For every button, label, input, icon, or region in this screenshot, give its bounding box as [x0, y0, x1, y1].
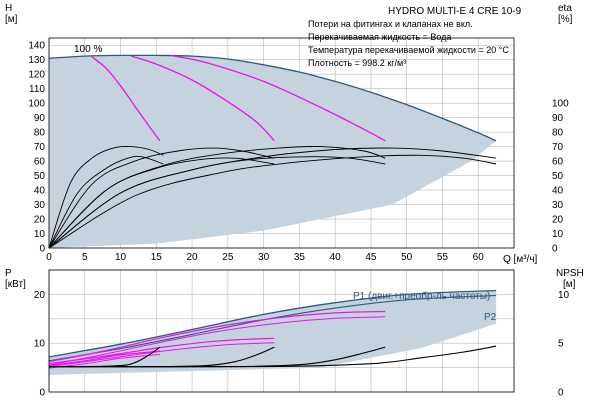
power-axis-label: P [5, 268, 12, 279]
info-line-temperature: Температура перекачиваемой жидкости = 20… [308, 45, 509, 55]
flow-tick-label: 0 [46, 252, 52, 263]
eta-tick-label: 20 [552, 215, 564, 226]
npsh-tick-label: 10 [558, 290, 570, 301]
speed-curve-3 [170, 54, 386, 142]
head-envelope-curve [48, 54, 497, 142]
eta-tick-label: 30 [552, 200, 564, 211]
info-line-density: Плотность = 998.2 кг/м³ [308, 58, 406, 68]
efficiency-curve-1 [48, 146, 164, 249]
power-operating-area [49, 290, 497, 375]
flow-tick-label: 20 [187, 252, 199, 263]
head-tick-label: 60 [34, 157, 46, 168]
eta-tick-label: 10 [552, 229, 564, 240]
p1-curve [48, 289, 497, 358]
npsh-tick-label: 5 [558, 339, 564, 350]
head-tick-label: 50 [34, 171, 46, 182]
head-axis-label: H [5, 3, 12, 14]
head-tick-label: 90 [34, 113, 46, 124]
efficiency-curve-5 [48, 146, 386, 249]
eta-axis-label: eta [558, 3, 572, 14]
info-line-liquid: Перекачиваемая жидкость = Вода [308, 32, 451, 42]
head-tick-label: 100 [28, 99, 45, 110]
eta-tick-label: 0 [552, 244, 558, 255]
p1-speed-curve-3 [48, 350, 160, 367]
eta-tick-label: 70 [552, 142, 564, 153]
npsh-tick-label: 0 [558, 388, 564, 399]
head-tick-label: 70 [34, 142, 46, 153]
p2-speed-curve-2 [48, 342, 275, 368]
speed-curve-2 [131, 55, 275, 142]
flow-tick-label: 25 [222, 252, 234, 263]
eta-tick-label: 50 [552, 171, 564, 182]
chart-title: HYDRO MULTI-E 4 CRE 10-9 [388, 6, 522, 17]
head-tick-label: 30 [34, 200, 46, 211]
head-tick-label: 80 [34, 128, 46, 139]
power-plot-frame [48, 269, 515, 393]
flow-tick-label: 5 [82, 252, 88, 263]
p2-speed-curve-1 [48, 316, 386, 366]
npsh-axis-unit: [м] [563, 279, 576, 290]
speed-100-annotation: 100 % [74, 44, 102, 55]
eta-tick-label: 40 [552, 186, 564, 197]
head-tick-label: 0 [39, 244, 45, 255]
flow-tick-label: 60 [473, 252, 485, 263]
eta-tick-label: 90 [552, 113, 564, 124]
head-tick-label: 140 [28, 41, 45, 52]
head-tick-label: 130 [28, 55, 45, 66]
eta-axis-unit: [%] [558, 14, 573, 25]
flow-tick-label: 35 [294, 252, 306, 263]
speed-curve-1 [91, 56, 161, 142]
head-tick-label: 40 [34, 186, 46, 197]
efficiency-curve-8 [48, 154, 497, 249]
head-axis-unit: [м] [5, 14, 18, 25]
head-tick-label: 20 [34, 215, 46, 226]
head-tick-label: 120 [28, 70, 45, 81]
flow-tick-label: 55 [437, 252, 449, 263]
eta-tick-label: 100 [552, 99, 569, 110]
power-tick-label: 0 [39, 388, 45, 399]
p1-speed-curve-1 [48, 310, 386, 363]
flow-tick-label: 30 [258, 252, 270, 263]
head-plot-frame [48, 37, 515, 249]
head-tick-label: 110 [29, 84, 45, 95]
efficiency-curve-2 [48, 155, 164, 249]
power-axis-unit: [кВт] [5, 279, 26, 290]
flow-tick-label: 50 [401, 252, 413, 263]
head-operating-area [49, 55, 497, 249]
flow-tick-label: 45 [365, 252, 377, 263]
p1-series-label: P1 (двиг.+преобр-ль частоты) [353, 290, 490, 302]
power-tick-label: 20 [34, 290, 46, 301]
eta-tick-label: 80 [552, 128, 564, 139]
eta-tick-label: 60 [552, 157, 564, 168]
power-tick-label: 10 [34, 339, 46, 350]
flow-axis-label: Q [м³/ч] [503, 254, 538, 265]
p2-series-label: P2 [484, 312, 497, 323]
efficiency-curve-7 [48, 147, 497, 249]
head-tick-label: 10 [34, 229, 46, 240]
npsh-curve-4 [48, 345, 497, 368]
flow-tick-label: 15 [151, 252, 163, 263]
info-line-losses: Потери на фитингах и клапанах не вкл. [308, 19, 473, 29]
p1-speed-curve-2 [48, 337, 275, 365]
flow-tick-label: 10 [115, 252, 127, 263]
flow-tick-label: 40 [330, 252, 342, 263]
npsh-axis-label: NPSH [556, 268, 584, 279]
